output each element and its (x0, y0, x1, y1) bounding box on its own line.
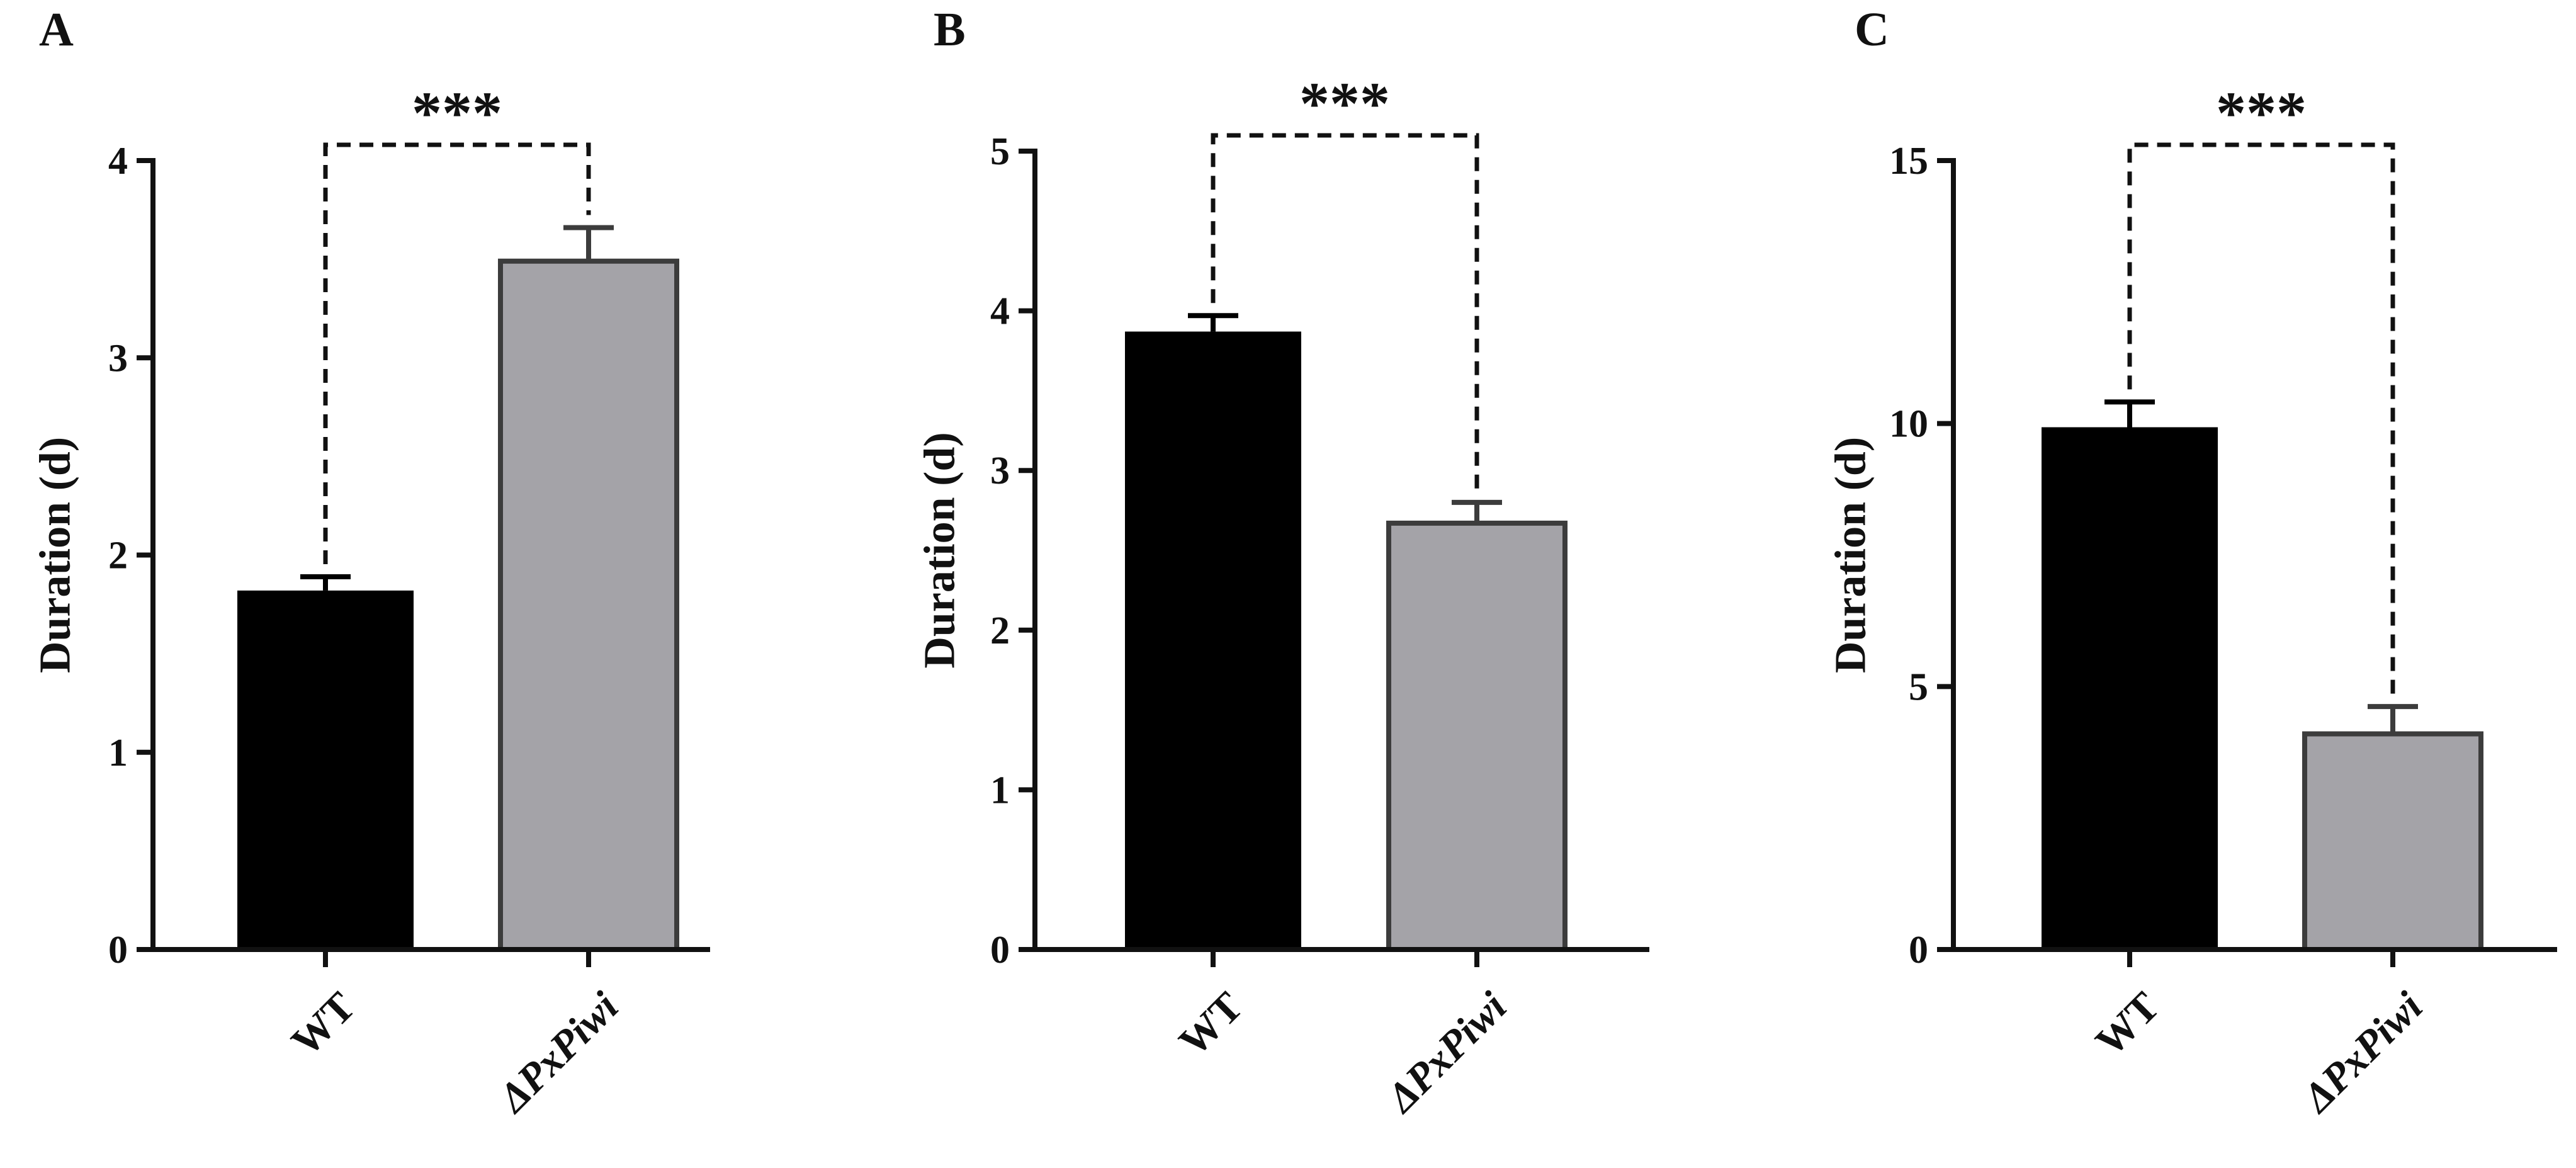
significance-bracket (2127, 142, 2395, 695)
y-axis-label: Duration (d) (31, 437, 80, 673)
y-tick-label: 0 (108, 929, 128, 972)
y-tick-label: 0 (1909, 929, 1928, 972)
significance-bracket (1211, 133, 1479, 490)
y-tick-label: 1 (990, 769, 1010, 812)
bar-mutant (1386, 520, 1568, 952)
y-tick-label: 15 (1889, 140, 1928, 183)
y-tick-label: 3 (108, 337, 128, 380)
y-axis-label: Duration (d) (916, 432, 964, 668)
bar-mutant (498, 258, 679, 953)
panel-c: C 0 5 10 15 Duration (d) WT ΔPxPiwi *** (1827, 3, 2557, 1122)
panel-letter-a: A (39, 3, 74, 56)
y-tick-label: 3 (990, 450, 1010, 492)
y-axis-label: Duration (d) (1827, 437, 1875, 673)
bar-wt (1125, 331, 1301, 950)
significance-marker: *** (2216, 79, 2307, 147)
significance-bracket (323, 142, 591, 564)
significance-marker: *** (412, 79, 502, 147)
y-tick-label: 5 (1909, 666, 1928, 708)
x-label-mutant: ΔPxPiwi (489, 983, 628, 1122)
y-tick-label: 5 (990, 130, 1010, 173)
bar-wt (2042, 427, 2218, 950)
panel-a: A 0 1 2 3 4 Duration (d) WT ΔPxPiwi *** (31, 3, 710, 1122)
panel-letter-b: B (934, 3, 966, 56)
bar-mutant (2302, 731, 2483, 952)
x-label-wt: WT (283, 984, 364, 1065)
y-tick-label: 2 (108, 535, 128, 577)
y-tick-label: 10 (1889, 403, 1928, 446)
y-tick-label: 1 (108, 732, 128, 774)
x-label-mutant: ΔPxPiwi (2293, 983, 2432, 1122)
y-tick-label: 4 (108, 140, 128, 183)
significance-marker: *** (1299, 70, 1390, 137)
panel-letter-c: C (1855, 3, 1889, 56)
x-label-wt: WT (2087, 984, 2168, 1065)
y-tick-label: 0 (990, 929, 1010, 972)
x-label-mutant: ΔPxPiwi (1377, 983, 1516, 1122)
x-label-wt: WT (1170, 984, 1251, 1065)
panel-b: B 0 1 2 3 4 5 Duration (d) WT ΔPxPiwi *** (916, 3, 1649, 1122)
bar-wt (237, 590, 414, 950)
y-tick-label: 2 (990, 610, 1010, 652)
y-tick-label: 4 (990, 290, 1010, 333)
